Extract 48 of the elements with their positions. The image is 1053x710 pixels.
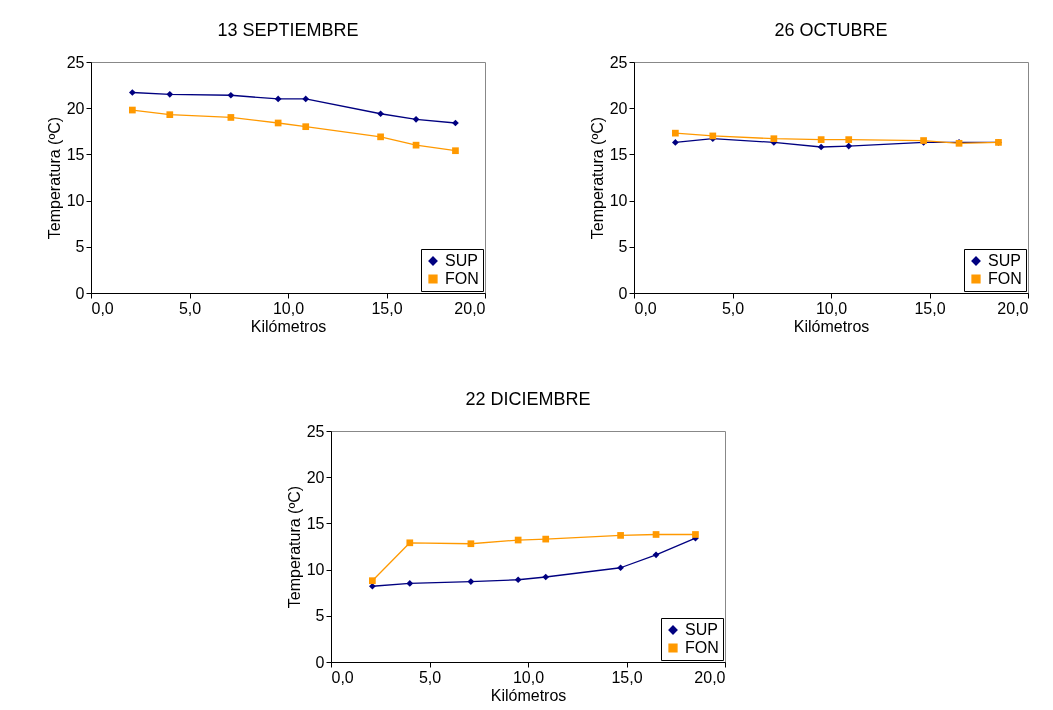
y-tick-label: 5 — [75, 238, 85, 256]
x-axis-title: Kilómetros — [250, 317, 327, 335]
chart-title: 26 OCTUBRE — [774, 20, 888, 40]
x-tick-label: 0,0 — [331, 668, 354, 686]
y-tick-label: 0 — [618, 284, 628, 302]
x-tick-label: 5,0 — [418, 668, 442, 686]
x-tick-label: 15,0 — [371, 299, 403, 317]
y-tick-label: 20 — [306, 468, 325, 486]
y-tick-label: 10 — [609, 192, 628, 210]
x-tick-label: 15,0 — [611, 668, 643, 686]
x-tick-label: 0,0 — [91, 299, 114, 317]
y-tick-label: 20 — [66, 99, 85, 117]
legend-label: SUP — [685, 621, 718, 638]
legend-label: FON — [685, 639, 719, 656]
x-tick-label: 20,0 — [694, 668, 726, 686]
x-tick-label: 10,0 — [512, 668, 545, 686]
x-tick-label: 0,0 — [634, 299, 657, 317]
legend-label: FON — [445, 270, 479, 287]
y-axis-title: Temperatura (ºC) — [45, 116, 63, 240]
y-tick-label: 15 — [66, 145, 85, 163]
y-tick-label: 5 — [315, 607, 325, 625]
x-axis-title: Kilómetros — [793, 317, 870, 335]
x-tick-label: 20,0 — [997, 299, 1029, 317]
legend-label: SUP — [445, 252, 478, 269]
x-tick-label: 10,0 — [815, 299, 848, 317]
y-tick-label: 25 — [306, 422, 325, 440]
y-tick-label: 10 — [306, 561, 325, 579]
chart-title: 22 DICIEMBRE — [465, 389, 591, 409]
y-tick-label: 15 — [609, 145, 628, 163]
y-tick-label: 0 — [75, 284, 85, 302]
legend-label: FON — [988, 270, 1022, 287]
x-tick-label: 15,0 — [914, 299, 946, 317]
x-tick-label: 5,0 — [178, 299, 202, 317]
x-tick-label: 20,0 — [454, 299, 486, 317]
x-tick-label: 5,0 — [721, 299, 745, 317]
chart-title: 13 SEPTIEMBRE — [217, 20, 359, 40]
y-tick-label: 25 — [66, 53, 85, 71]
y-axis-title: Temperatura (ºC) — [588, 116, 606, 240]
y-tick-label: 15 — [306, 514, 325, 532]
y-tick-label: 0 — [315, 653, 325, 671]
y-axis-title: Temperatura (ºC) — [285, 485, 303, 609]
legend-label: SUP — [988, 252, 1021, 269]
y-tick-label: 5 — [618, 238, 628, 256]
y-tick-label: 25 — [609, 53, 628, 71]
y-tick-label: 10 — [66, 192, 85, 210]
y-tick-label: 20 — [609, 99, 628, 117]
x-axis-title: Kilómetros — [490, 686, 567, 704]
x-tick-label: 10,0 — [272, 299, 305, 317]
